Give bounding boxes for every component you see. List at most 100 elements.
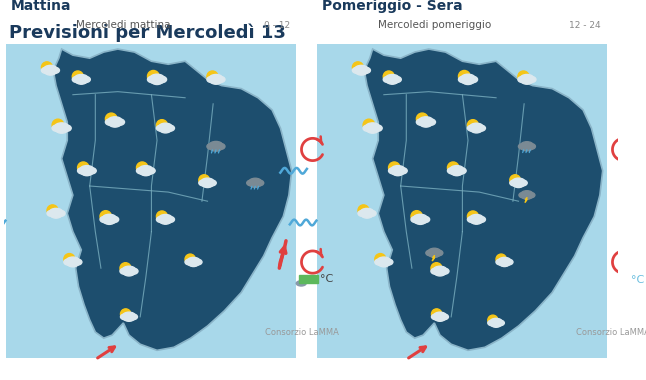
Ellipse shape bbox=[417, 119, 426, 125]
Ellipse shape bbox=[430, 252, 439, 257]
Ellipse shape bbox=[452, 170, 462, 176]
Text: °C: °C bbox=[320, 274, 333, 284]
Ellipse shape bbox=[523, 195, 532, 200]
Circle shape bbox=[431, 263, 442, 274]
Ellipse shape bbox=[470, 127, 478, 132]
Ellipse shape bbox=[206, 181, 214, 187]
Ellipse shape bbox=[433, 269, 441, 275]
Ellipse shape bbox=[521, 142, 533, 148]
Ellipse shape bbox=[522, 79, 532, 84]
Ellipse shape bbox=[104, 219, 114, 225]
Ellipse shape bbox=[519, 193, 527, 198]
Ellipse shape bbox=[108, 117, 122, 124]
Text: °C: °C bbox=[631, 276, 645, 285]
Ellipse shape bbox=[477, 125, 485, 131]
Ellipse shape bbox=[56, 211, 65, 216]
Ellipse shape bbox=[367, 211, 376, 216]
Ellipse shape bbox=[431, 268, 440, 274]
Ellipse shape bbox=[209, 141, 222, 149]
Ellipse shape bbox=[393, 170, 403, 176]
Circle shape bbox=[120, 263, 131, 274]
Ellipse shape bbox=[421, 121, 432, 127]
Ellipse shape bbox=[426, 119, 435, 125]
Ellipse shape bbox=[103, 218, 111, 223]
Ellipse shape bbox=[61, 125, 71, 131]
Ellipse shape bbox=[355, 69, 363, 74]
Ellipse shape bbox=[490, 318, 502, 325]
Ellipse shape bbox=[147, 76, 157, 83]
Ellipse shape bbox=[207, 143, 216, 149]
Ellipse shape bbox=[159, 214, 172, 222]
Ellipse shape bbox=[514, 182, 523, 188]
Ellipse shape bbox=[498, 260, 506, 266]
Ellipse shape bbox=[461, 74, 475, 82]
Circle shape bbox=[518, 71, 529, 82]
Ellipse shape bbox=[379, 261, 389, 267]
Circle shape bbox=[136, 162, 148, 173]
Ellipse shape bbox=[124, 271, 134, 276]
Ellipse shape bbox=[419, 120, 428, 126]
Ellipse shape bbox=[214, 145, 222, 150]
Ellipse shape bbox=[192, 260, 200, 266]
Ellipse shape bbox=[80, 169, 89, 175]
Ellipse shape bbox=[50, 67, 59, 73]
Ellipse shape bbox=[525, 145, 533, 150]
Ellipse shape bbox=[352, 67, 361, 73]
Ellipse shape bbox=[216, 76, 225, 82]
Ellipse shape bbox=[254, 181, 262, 187]
Ellipse shape bbox=[510, 180, 519, 186]
Text: Pomeriggio - Sera: Pomeriggio - Sera bbox=[322, 0, 463, 13]
Ellipse shape bbox=[150, 74, 164, 82]
Ellipse shape bbox=[141, 170, 151, 176]
Ellipse shape bbox=[419, 117, 433, 124]
Ellipse shape bbox=[377, 257, 390, 264]
Ellipse shape bbox=[164, 127, 172, 132]
Ellipse shape bbox=[526, 193, 533, 198]
Ellipse shape bbox=[435, 271, 445, 276]
Ellipse shape bbox=[185, 259, 194, 265]
Ellipse shape bbox=[78, 168, 87, 174]
Ellipse shape bbox=[136, 168, 146, 174]
Ellipse shape bbox=[56, 127, 67, 133]
Ellipse shape bbox=[391, 78, 399, 83]
Ellipse shape bbox=[199, 180, 207, 186]
Circle shape bbox=[199, 175, 209, 185]
Ellipse shape bbox=[247, 180, 255, 186]
Ellipse shape bbox=[216, 143, 225, 149]
Ellipse shape bbox=[361, 67, 370, 73]
Ellipse shape bbox=[490, 321, 497, 326]
Ellipse shape bbox=[152, 79, 162, 84]
Polygon shape bbox=[364, 49, 603, 350]
Ellipse shape bbox=[411, 216, 421, 223]
Ellipse shape bbox=[466, 78, 475, 84]
Ellipse shape bbox=[41, 67, 50, 73]
Ellipse shape bbox=[470, 214, 483, 222]
Ellipse shape bbox=[113, 120, 122, 126]
Ellipse shape bbox=[496, 259, 505, 265]
Ellipse shape bbox=[386, 78, 394, 83]
Ellipse shape bbox=[521, 74, 534, 81]
Ellipse shape bbox=[396, 169, 404, 175]
Ellipse shape bbox=[358, 211, 367, 216]
Ellipse shape bbox=[505, 259, 513, 265]
Ellipse shape bbox=[517, 181, 525, 187]
Ellipse shape bbox=[433, 266, 446, 273]
Ellipse shape bbox=[475, 127, 483, 132]
Ellipse shape bbox=[156, 78, 164, 84]
Circle shape bbox=[375, 253, 386, 264]
Ellipse shape bbox=[428, 248, 441, 255]
Circle shape bbox=[47, 205, 58, 216]
Ellipse shape bbox=[251, 182, 260, 187]
Ellipse shape bbox=[144, 169, 152, 175]
Ellipse shape bbox=[382, 260, 390, 266]
Ellipse shape bbox=[459, 76, 468, 83]
Ellipse shape bbox=[519, 144, 527, 149]
Ellipse shape bbox=[415, 219, 426, 225]
Ellipse shape bbox=[386, 74, 399, 81]
Ellipse shape bbox=[71, 260, 79, 266]
Text: Consorzio LaMMA: Consorzio LaMMA bbox=[266, 328, 339, 337]
Circle shape bbox=[207, 71, 218, 82]
Circle shape bbox=[121, 309, 131, 319]
Ellipse shape bbox=[527, 144, 536, 149]
Ellipse shape bbox=[500, 261, 509, 266]
